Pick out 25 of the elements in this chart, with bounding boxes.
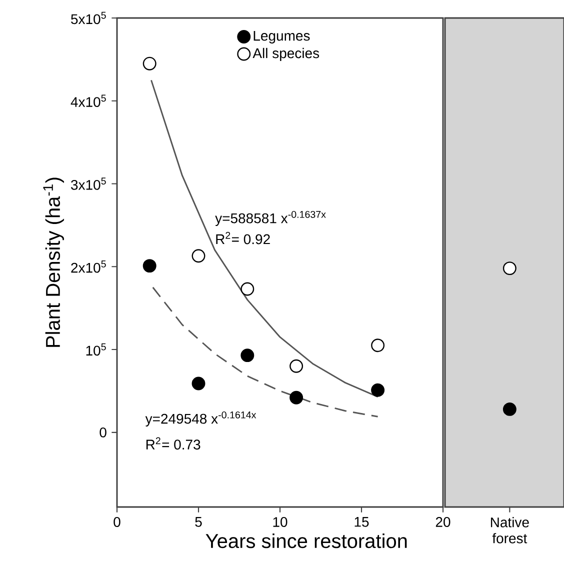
x-tick-label: 10 (273, 517, 288, 527)
y-tick-label: 5x10$^{5}$ (71, 12, 106, 24)
annotation: R$^{2}$= 0.92 (216, 232, 270, 244)
point (371, 383, 385, 397)
point (290, 390, 304, 404)
x-tick-label: 15 (354, 517, 369, 527)
annotation: y=249548 x$^{-0.1614x}$ (145, 411, 256, 427)
x-tick-label: 0 (114, 517, 120, 527)
annotation: y=588581 x$^{-0.1637x}$ (215, 210, 326, 226)
legend-label: All species (252, 48, 320, 61)
y-tick-label: 0 (100, 427, 106, 438)
y-tick-label: 10$^{5}$ (86, 343, 106, 356)
x-tick-label: 20 (436, 517, 450, 527)
legend-label: Legumes (254, 30, 310, 44)
point (142, 259, 156, 273)
x-tick-label: 5 (195, 517, 202, 527)
y-tick-label: 2x10$^{5}$ (71, 260, 106, 273)
point (240, 348, 254, 362)
y-tick-label: 4x10$^{5}$ (70, 94, 106, 107)
y-tick-label: 3x10$^{5}$ (71, 178, 106, 190)
annotation: R$^{2}$= 0.73 (146, 437, 200, 450)
y-axis-title: Plant Density (ha$^{-1}$) (43, 178, 64, 347)
x-axis-title: Years since restoration (206, 533, 407, 548)
x-tick-label: Native forest (490, 517, 529, 544)
point (192, 376, 206, 390)
